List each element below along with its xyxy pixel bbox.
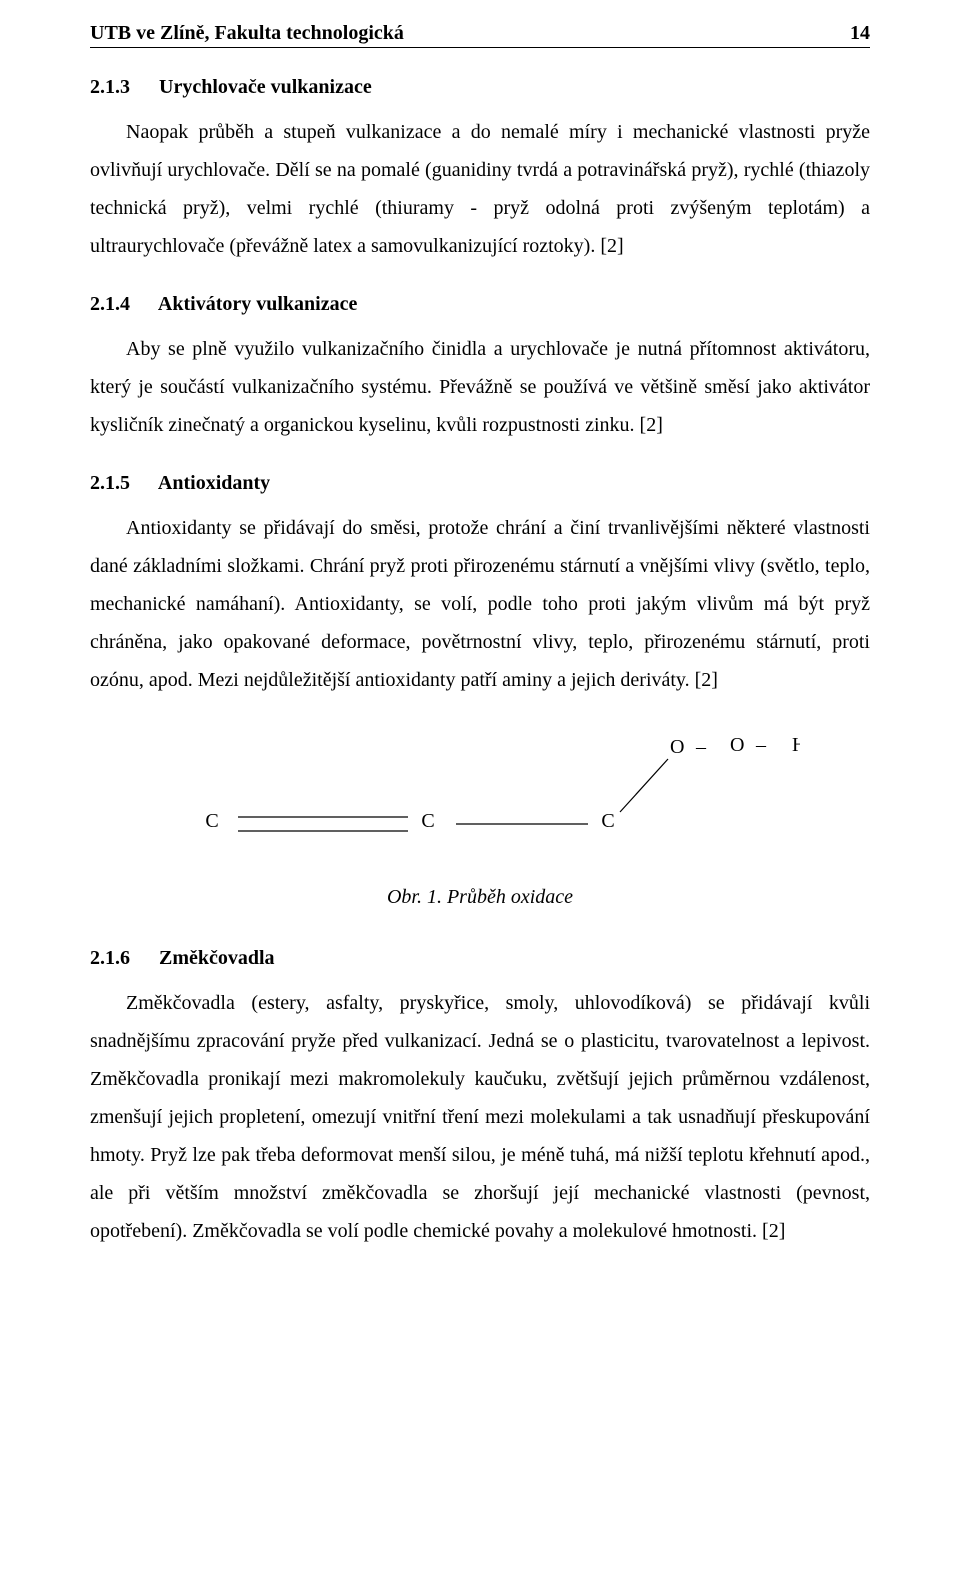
heading-215: 2.1.5 Antioxidanty xyxy=(90,472,870,495)
svg-text:C: C xyxy=(421,810,434,832)
para-213: Naopak průběh a stupeň vulkanizace a do … xyxy=(90,113,870,265)
figure-caption: Obr. 1. Průběh oxidace xyxy=(90,886,870,909)
heading-num: 2.1.6 xyxy=(90,947,130,969)
svg-text:H: H xyxy=(792,734,800,756)
svg-text:O: O xyxy=(670,736,684,758)
heading-216: 2.1.6 Změkčovadla xyxy=(90,947,870,970)
svg-text:–: – xyxy=(755,734,767,756)
svg-text:C: C xyxy=(601,810,614,832)
header-left: UTB ve Zlíně, Fakulta technologická xyxy=(90,22,404,45)
figure-oxidation: CCCO–O–H xyxy=(90,729,870,864)
page: UTB ve Zlíně, Fakulta technologická 14 2… xyxy=(0,0,960,1572)
para-215: Antioxidanty se přidávají do směsi, prot… xyxy=(90,509,870,699)
heading-title: Aktivátory vulkanizace xyxy=(158,293,357,315)
heading-title: Urychlovače vulkanizace xyxy=(159,76,372,98)
svg-text:O: O xyxy=(730,734,744,756)
heading-213: 2.1.3 Urychlovače vulkanizace xyxy=(90,76,870,99)
para-214: Aby se plně využilo vulkanizačního činid… xyxy=(90,330,870,444)
heading-title: Změkčovadla xyxy=(159,947,275,969)
page-number: 14 xyxy=(850,22,870,45)
running-header: UTB ve Zlíně, Fakulta technologická 14 xyxy=(90,22,870,48)
oxidation-diagram: CCCO–O–H xyxy=(160,729,800,864)
heading-num: 2.1.3 xyxy=(90,76,130,98)
heading-num: 2.1.5 xyxy=(90,472,130,494)
heading-214: 2.1.4 Aktivátory vulkanizace xyxy=(90,293,870,316)
svg-text:–: – xyxy=(695,736,707,758)
heading-title: Antioxidanty xyxy=(158,472,270,494)
svg-text:C: C xyxy=(205,810,218,832)
para-216: Změkčovadla (estery, asfalty, pryskyřice… xyxy=(90,984,870,1250)
heading-num: 2.1.4 xyxy=(90,293,130,315)
